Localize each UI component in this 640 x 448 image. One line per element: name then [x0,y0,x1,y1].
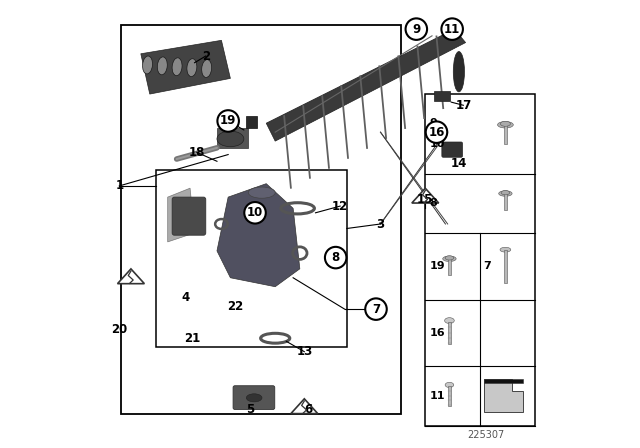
Circle shape [365,298,387,320]
Text: 7: 7 [484,262,492,271]
Polygon shape [291,399,317,414]
FancyBboxPatch shape [233,386,275,409]
Text: 8: 8 [430,198,438,208]
Text: 20: 20 [111,323,127,336]
Polygon shape [266,29,466,141]
Ellipse shape [443,256,456,262]
Bar [246,116,257,128]
Polygon shape [118,269,145,284]
Text: 18: 18 [189,146,205,159]
Text: 6: 6 [305,403,313,417]
Text: 17: 17 [455,99,472,112]
Text: 11: 11 [430,391,445,401]
Text: 225307: 225307 [467,430,504,439]
Text: 19: 19 [430,262,445,271]
Text: 14: 14 [451,157,467,170]
Ellipse shape [157,57,167,75]
Ellipse shape [143,56,152,74]
Ellipse shape [248,187,275,198]
Polygon shape [217,184,300,287]
Text: 10: 10 [247,206,263,220]
Text: 16: 16 [428,125,445,139]
Ellipse shape [445,382,454,388]
Text: 10: 10 [430,139,445,149]
Bar [504,193,507,210]
Ellipse shape [445,256,454,260]
Text: 9: 9 [430,118,438,128]
Text: 12: 12 [332,199,348,213]
Bar [157,170,347,347]
Text: 21: 21 [184,332,200,345]
Text: 13: 13 [296,345,312,358]
Bar [504,250,507,283]
Ellipse shape [187,59,197,77]
Bar [121,25,401,414]
Text: 11: 11 [444,22,460,36]
Text: 15: 15 [417,193,433,206]
Bar [448,322,451,344]
Circle shape [406,18,427,40]
Ellipse shape [217,131,244,147]
Ellipse shape [445,318,454,323]
Polygon shape [168,188,195,242]
Circle shape [426,121,447,143]
Text: 4: 4 [182,291,189,305]
Bar [448,386,451,405]
Circle shape [244,202,266,224]
Bar [484,379,523,383]
Bar [217,128,248,148]
FancyBboxPatch shape [442,142,463,157]
Circle shape [325,247,346,268]
Ellipse shape [246,394,262,402]
Bar [425,94,535,426]
Text: 5: 5 [246,403,255,417]
Text: 19: 19 [220,114,236,128]
Bar [435,91,450,101]
Bar [504,124,507,144]
Text: 2: 2 [202,49,210,63]
Text: 1: 1 [115,179,124,193]
Ellipse shape [497,121,513,128]
Ellipse shape [500,247,511,252]
Ellipse shape [500,121,511,126]
Polygon shape [141,40,230,94]
Text: 7: 7 [372,302,380,316]
Text: 3: 3 [376,217,385,231]
Text: 16: 16 [430,328,445,338]
Ellipse shape [499,191,512,196]
Ellipse shape [453,52,465,92]
FancyBboxPatch shape [172,197,206,235]
Ellipse shape [172,58,182,76]
Circle shape [218,110,239,132]
Text: 9: 9 [412,22,420,36]
Bar [448,258,451,275]
Polygon shape [412,188,439,203]
Text: 8: 8 [332,251,340,264]
Text: 22: 22 [227,300,243,314]
Polygon shape [484,379,523,412]
Ellipse shape [202,60,212,78]
Ellipse shape [501,190,509,195]
Circle shape [442,18,463,40]
